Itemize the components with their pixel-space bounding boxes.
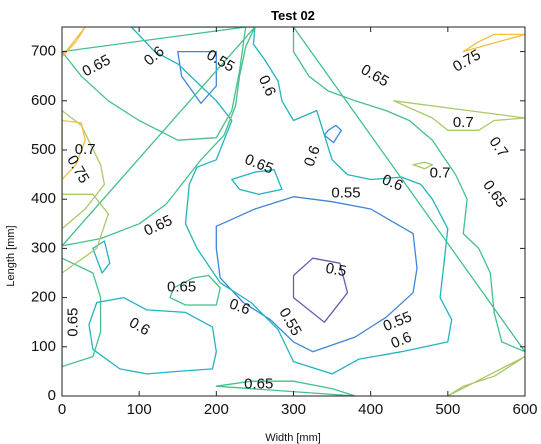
contour-line-0_65 — [215, 380, 356, 396]
y-axis-title: Length [mm] — [5, 225, 17, 286]
x-axis-title: Width [mm] — [265, 432, 321, 444]
contour-line-0_5 — [292, 257, 349, 323]
contour-label: 0.65 — [65, 308, 82, 337]
contour-line-0_7 — [447, 355, 525, 396]
contour-line-0_75 — [62, 27, 86, 58]
contour-label: 0.65 — [244, 376, 273, 393]
x-tick-label: 100 — [127, 401, 152, 418]
x-tick-label: 500 — [435, 401, 460, 418]
contour-line-0_7 — [412, 161, 434, 170]
contour-label: 0.65 — [141, 212, 175, 240]
contour-label: 0.6 — [388, 329, 414, 353]
contour-line-0_55 — [177, 50, 217, 104]
contour-label: 0.65 — [80, 52, 114, 81]
x-tick-label: 200 — [204, 401, 229, 418]
y-tick-label: 600 — [31, 92, 56, 109]
contour-label: 0.75 — [450, 46, 484, 75]
contour-line-0_7 — [393, 100, 525, 131]
contour-label: 0.7 — [453, 114, 474, 131]
x-tick-label: 600 — [512, 401, 537, 418]
y-tick-label: 100 — [31, 338, 56, 355]
contour-label: 0.7 — [485, 134, 511, 161]
contour-label: 0.65 — [358, 61, 392, 90]
contour-label: 0.6 — [380, 171, 406, 195]
y-tick-label: 0 — [48, 387, 56, 404]
contour-label: 0.7 — [75, 141, 96, 158]
contour-line-0_6 — [88, 296, 217, 375]
chart-title: Test 02 — [271, 8, 315, 23]
contour-labels: 0.65 0.6 0.550.6 0.650.750.70.70.70.75 0.65 0… — [63, 43, 511, 393]
y-tick-label: 700 — [31, 43, 56, 60]
contour-line-0_7 — [62, 193, 109, 274]
contour-line-0_75 — [62, 119, 86, 181]
contour-label: 0.6 — [301, 144, 324, 169]
contour-label: 0.55 — [381, 308, 414, 335]
contour-label: 0.6 — [227, 295, 252, 318]
x-tick-label: 400 — [358, 401, 383, 418]
contour-line-0_55 — [215, 196, 418, 353]
contour-line-0_55 — [323, 124, 342, 144]
contour-line-0_65 — [169, 274, 221, 306]
contour-label: 0.65 — [479, 177, 510, 211]
contour-label: 0.6 — [126, 314, 153, 339]
contour-label: 0.55 — [331, 184, 360, 201]
contour-lines — [62, 27, 525, 396]
y-tick-label: 400 — [31, 190, 56, 207]
plot-area-frame — [61, 26, 526, 397]
contour-line-0_6 — [92, 240, 111, 274]
axis-ticks: 0 100 200 300 400 500 600 0 100 200 300 400 500 600 70… — [31, 27, 538, 418]
contour-label: 0.65 — [242, 151, 275, 178]
contour-line-0_65 — [62, 27, 256, 247]
contour-line-0_65 — [292, 27, 525, 353]
contour-line-0_6 — [130, 27, 453, 375]
contour-line-0_75 — [462, 33, 525, 53]
contour-line-0_65 — [62, 27, 247, 141]
contour-label: 0.6 — [141, 43, 168, 69]
y-tick-label: 200 — [31, 289, 56, 306]
contour-line-0_65 — [62, 257, 102, 368]
contour-label: 0.5 — [324, 260, 347, 280]
contour-label: 0.7 — [430, 165, 451, 182]
y-tick-label: 500 — [31, 141, 56, 158]
contour-line-0_6 — [231, 169, 283, 195]
x-tick-label: 0 — [58, 401, 66, 418]
contour-label: 0.65 — [167, 279, 196, 296]
y-tick-label: 300 — [31, 239, 56, 256]
x-tick-label: 300 — [281, 401, 306, 418]
contour-label: 0.55 — [204, 46, 238, 75]
